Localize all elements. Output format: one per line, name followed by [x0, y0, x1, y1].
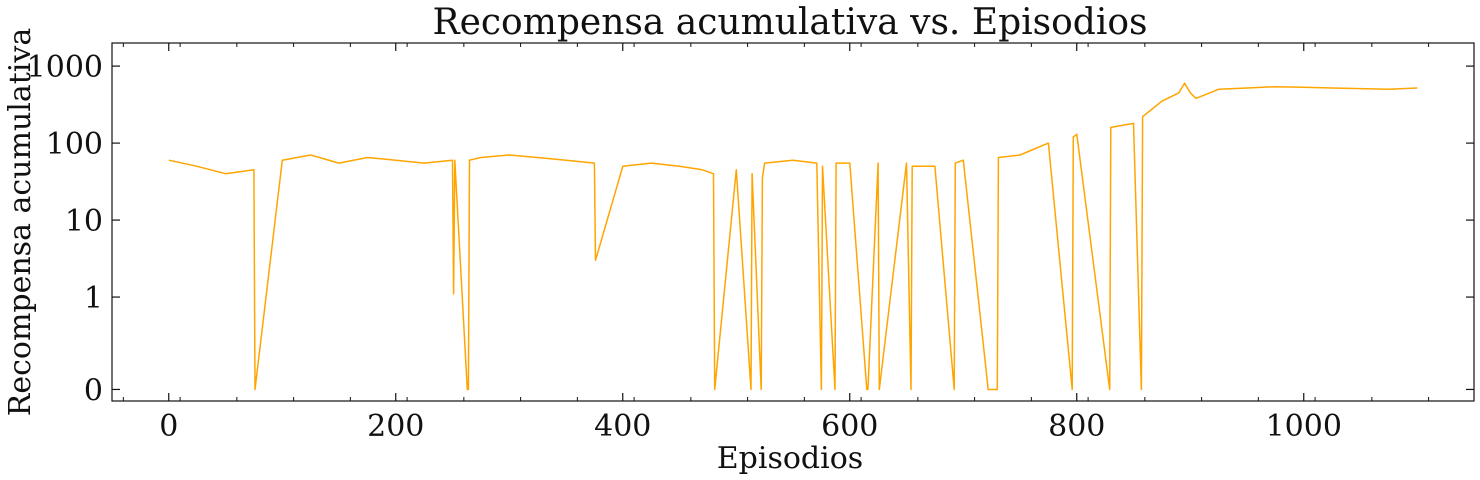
- axes-layer: 0 200 400 600 800 1000 0 1 10 100 1000: [27, 43, 1474, 444]
- y-tick-label: 10: [65, 204, 103, 239]
- x-tick-label: 1000: [1266, 409, 1342, 444]
- y-tick-label: 1: [84, 281, 103, 316]
- y-tick-label: 0: [84, 373, 103, 408]
- x-axis-label: Episodios: [717, 441, 863, 476]
- reward-series-line: [168, 82, 1418, 391]
- y-axis-label: Recompensa acumulativa: [3, 28, 38, 417]
- x-tick-label: 600: [821, 409, 878, 444]
- x-tick-label: 400: [594, 409, 651, 444]
- x-tick-label: 0: [159, 409, 178, 444]
- series-layer: [168, 82, 1418, 391]
- x-tick-label: 800: [1048, 409, 1105, 444]
- chart-title: Recompensa acumulativa vs. Episodios: [432, 2, 1147, 43]
- y-tick-label: 100: [46, 127, 103, 162]
- y-tick-label: 1000: [27, 50, 103, 85]
- plot-frame: [111, 42, 1475, 402]
- x-tick-label: 200: [367, 409, 424, 444]
